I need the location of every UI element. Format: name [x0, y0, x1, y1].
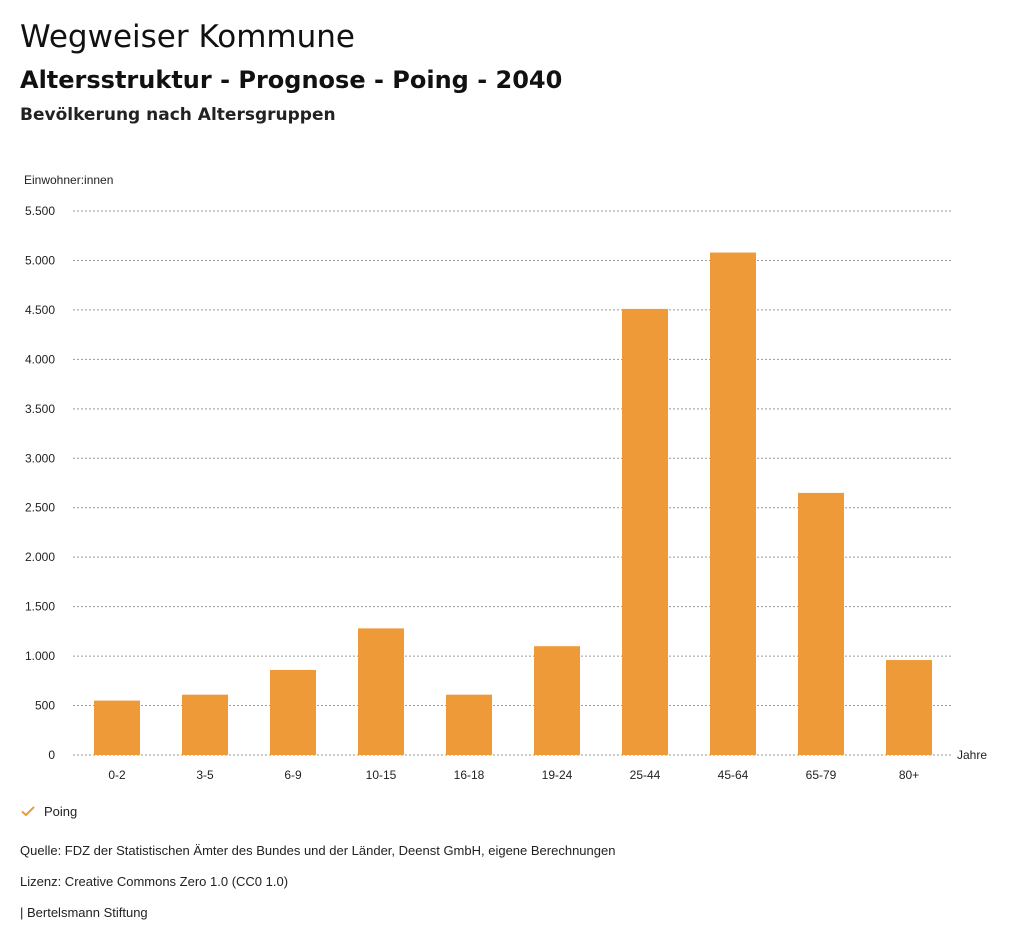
- x-tick-label: 25-44: [630, 768, 661, 782]
- page-title: Wegweiser Kommune: [20, 19, 355, 55]
- y-tick-label: 5.500: [25, 204, 55, 218]
- x-tick-label: 80+: [899, 768, 919, 782]
- license-note: Lizenz: Creative Commons Zero 1.0 (CC0 1…: [20, 874, 289, 889]
- bar-6-9[interactable]: [270, 669, 316, 755]
- y-axis-ticks: 0 500 1.000 1.500 2.000 2.500 3.000 3.500 4.000 4…: [25, 204, 55, 762]
- x-tick-label: 10-15: [366, 768, 397, 782]
- bar-0-2[interactable]: [94, 700, 140, 755]
- x-axis-ticks: 0-2 3-5 6-9 10-15 16-18 19-24 25-44 45-64 65-79 8…: [108, 768, 919, 782]
- source-note: Quelle: FDZ der Statistischen Ämter des …: [20, 843, 616, 858]
- check-icon: [20, 803, 36, 819]
- bar-19-24[interactable]: [534, 646, 580, 755]
- y-tick-label: 3.000: [25, 451, 55, 465]
- x-tick-label: 16-18: [454, 768, 485, 782]
- y-tick-label: 4.500: [25, 303, 55, 317]
- bar-16-18[interactable]: [446, 694, 492, 755]
- x-tick-label: 19-24: [542, 768, 573, 782]
- y-axis-label: Einwohner:innen: [24, 173, 113, 187]
- y-tick-label: 0: [48, 748, 55, 762]
- bars: [94, 252, 932, 755]
- y-tick-label: 4.000: [25, 352, 55, 366]
- bar-25-44[interactable]: [622, 308, 668, 755]
- y-tick-label: 3.500: [25, 402, 55, 416]
- bar-10-15[interactable]: [358, 628, 404, 755]
- legend-label: Poing: [44, 803, 78, 819]
- x-tick-label: 3-5: [196, 768, 214, 782]
- x-tick-label: 0-2: [108, 768, 126, 782]
- y-tick-label: 1.000: [25, 649, 55, 663]
- x-tick-label: 6-9: [284, 768, 302, 782]
- bar-80+[interactable]: [886, 660, 932, 755]
- legend-item-poing[interactable]: Poing: [20, 803, 77, 819]
- bar-chart: 0 500 1.000 1.500 2.000 2.500 3.000 3.500 4.000 4…: [24, 173, 987, 782]
- bar-45-64[interactable]: [710, 252, 756, 755]
- x-tick-label: 45-64: [718, 768, 749, 782]
- y-tick-label: 5.000: [25, 253, 55, 267]
- x-axis-label: Jahre: [957, 748, 987, 762]
- y-tick-label: 2.500: [25, 501, 55, 515]
- bar-3-5[interactable]: [182, 694, 228, 755]
- bar-65-79[interactable]: [798, 492, 844, 755]
- y-tick-label: 500: [35, 699, 55, 713]
- y-tick-label: 1.500: [25, 600, 55, 614]
- publisher-note: | Bertelsmann Stiftung: [20, 905, 148, 920]
- y-tick-label: 2.000: [25, 550, 55, 564]
- chart-subtitle: Altersstruktur - Prognose - Poing - 2040: [20, 66, 563, 94]
- x-tick-label: 65-79: [806, 768, 837, 782]
- chart-description: Bevölkerung nach Altersgruppen: [20, 105, 336, 125]
